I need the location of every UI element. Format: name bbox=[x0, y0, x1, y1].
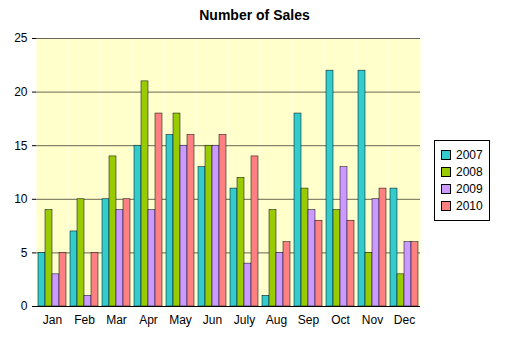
svg-text:Apr: Apr bbox=[139, 313, 158, 327]
svg-text:Dec: Dec bbox=[394, 313, 415, 327]
svg-text:0: 0 bbox=[21, 299, 28, 313]
svg-text:Jun: Jun bbox=[203, 313, 222, 327]
svg-text:20: 20 bbox=[14, 85, 28, 99]
svg-text:Aug: Aug bbox=[266, 313, 287, 327]
svg-text:5: 5 bbox=[21, 246, 28, 260]
svg-text:July: July bbox=[234, 313, 255, 327]
svg-text:Sep: Sep bbox=[298, 313, 320, 327]
svg-text:May: May bbox=[169, 313, 192, 327]
svg-text:Mar: Mar bbox=[106, 313, 127, 327]
svg-text:15: 15 bbox=[14, 139, 28, 153]
svg-text:10: 10 bbox=[14, 192, 28, 206]
svg-text:Oct: Oct bbox=[331, 313, 350, 327]
svg-text:Jan: Jan bbox=[43, 313, 62, 327]
html-text:2008: 2008 bbox=[456, 164, 483, 179]
svg-text:25: 25 bbox=[14, 31, 28, 45]
html-text:Number of Sales: Number of Sales bbox=[199, 7, 310, 23]
svg-text:Nov: Nov bbox=[362, 313, 383, 327]
html-text:2009: 2009 bbox=[456, 181, 483, 196]
html-text:2010: 2010 bbox=[456, 198, 483, 213]
svg-text:Feb: Feb bbox=[74, 313, 95, 327]
html-text:2007: 2007 bbox=[456, 147, 483, 162]
